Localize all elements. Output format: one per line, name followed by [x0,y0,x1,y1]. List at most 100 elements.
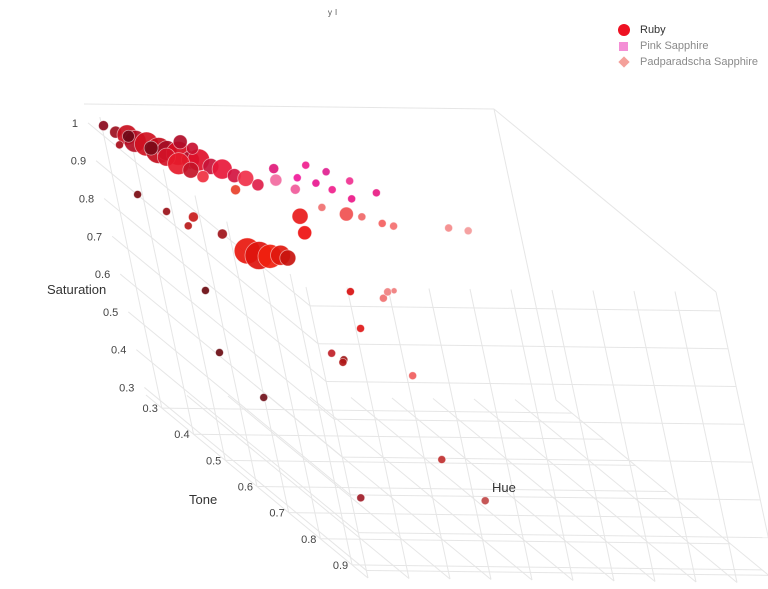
grid-line [194,195,258,487]
data-point-ruby[interactable] [346,287,355,297]
grid-line [289,273,353,566]
saturation-tick-label: 1 [72,118,78,130]
legend: Ruby Pink Sapphire Padparadscha Sapphire [616,22,758,70]
grid-line [318,343,729,350]
grid-line [162,169,226,461]
grid-lines [83,103,768,583]
data-point-pink-sapphire[interactable] [269,173,283,187]
saturation-tick-label: 0.3 [119,382,134,394]
data-point-ruby[interactable] [215,348,224,357]
grid-line [305,286,369,579]
data-point-ruby[interactable] [188,211,199,223]
data-point-pink-sapphire[interactable] [289,183,301,195]
grid-line [288,512,699,519]
grid-line [257,247,321,539]
data-point-pink-sapphire[interactable] [321,167,331,177]
data-point-ruby[interactable] [216,228,228,240]
data-point-pink-sapphire[interactable] [327,185,337,195]
grid-line [127,311,351,496]
saturation-tick-label: 0.7 [87,231,102,243]
grid-line [352,564,763,571]
data-point-pink-sapphire[interactable] [347,194,357,204]
data-point-ruby[interactable] [162,207,171,216]
data-point-padparadscha-sapphire[interactable] [389,221,398,231]
grid-line [161,407,572,414]
grid-line [358,532,768,539]
data-point-padparadscha-sapphire[interactable] [357,212,367,222]
data-point-padparadscha-sapphire[interactable] [383,287,393,297]
data-point-ruby[interactable] [183,221,193,231]
data-point-padparadscha-sapphire[interactable] [377,219,387,228]
data-point-ruby[interactable] [196,170,210,184]
grid-line [193,433,604,440]
data-point-padparadscha-sapphire[interactable] [390,287,398,295]
data-point-ruby[interactable] [143,140,159,156]
legend-item-ruby[interactable]: Ruby [616,22,758,38]
data-point-ruby[interactable] [259,393,269,402]
grid-line [428,288,492,580]
data-point-ruby[interactable] [437,455,447,464]
data-point-padparadscha-sapphire[interactable] [463,226,473,236]
data-point-ruby[interactable] [98,120,109,132]
data-point-ruby[interactable] [356,493,366,503]
grid-line [99,116,163,409]
data-point-ruby[interactable] [291,207,309,225]
tone-tick-label: 0.5 [206,455,221,467]
data-point-padparadscha-sapphire[interactable] [317,203,327,212]
data-point-ruby[interactable] [185,141,199,155]
grid-line [326,380,737,387]
tone-tick-label: 0.9 [333,560,348,572]
grid-line [310,305,721,312]
data-point-padparadscha-sapphire[interactable] [379,293,388,303]
data-point-pink-sapphire[interactable] [292,173,302,183]
data-point-pink-sapphire[interactable] [301,160,311,170]
data-points [98,120,490,506]
data-point-ruby[interactable] [115,140,124,150]
data-point-ruby[interactable] [297,225,313,241]
saturation-tick-label: 0.8 [79,193,94,205]
data-point-ruby[interactable] [237,169,255,187]
data-point-ruby[interactable] [201,286,210,295]
saturation-tick-label: 0.9 [71,156,86,168]
grid-line [136,349,359,534]
data-point-ruby[interactable] [327,348,337,358]
data-point-ruby[interactable] [182,161,200,179]
box-edge [83,103,495,110]
legend-label: Ruby [640,24,666,36]
grid-line [510,289,574,581]
data-point-ruby[interactable] [230,184,241,196]
data-point-padparadscha-sapphire[interactable] [444,223,454,233]
legend-item-pink-sapphire[interactable]: Pink Sapphire [616,38,758,54]
grid-line [366,569,768,576]
data-point-ruby[interactable] [172,134,188,150]
data-point-pink-sapphire[interactable] [371,188,381,198]
data-point-ruby[interactable] [251,178,265,192]
grid-line [674,291,738,583]
saturation-tick-label: 0.4 [111,345,126,357]
grid-line [469,288,533,581]
data-point-ruby[interactable] [133,190,143,199]
grid-line [320,538,731,545]
box-edge [493,108,557,401]
data-point-padparadscha-sapphire[interactable] [338,206,354,222]
tone-tick-label: 0.3 [143,403,158,415]
data-point-ruby[interactable] [338,357,348,367]
data-point-pink-sapphire[interactable] [311,178,321,188]
data-point-ruby[interactable] [480,496,490,506]
grid-line [87,122,311,307]
grid-line [387,287,451,580]
grid-line [111,235,335,420]
grid-line [592,290,656,582]
data-point-pink-sapphire[interactable] [268,163,280,174]
legend-item-padparadscha-sapphire[interactable]: Padparadscha Sapphire [616,54,758,70]
data-point-ruby[interactable] [356,324,365,333]
data-point-ruby[interactable] [279,249,297,267]
chart-title-fragment: ʸ ˡ [327,7,337,21]
grid-line [715,291,768,539]
data-point-padparadscha-sapphire[interactable] [408,371,418,381]
axis-title-hue: Hue [492,480,516,495]
data-point-ruby[interactable] [122,129,135,143]
data-point-pink-sapphire[interactable] [345,176,355,186]
tone-tick-label: 0.7 [269,508,284,520]
